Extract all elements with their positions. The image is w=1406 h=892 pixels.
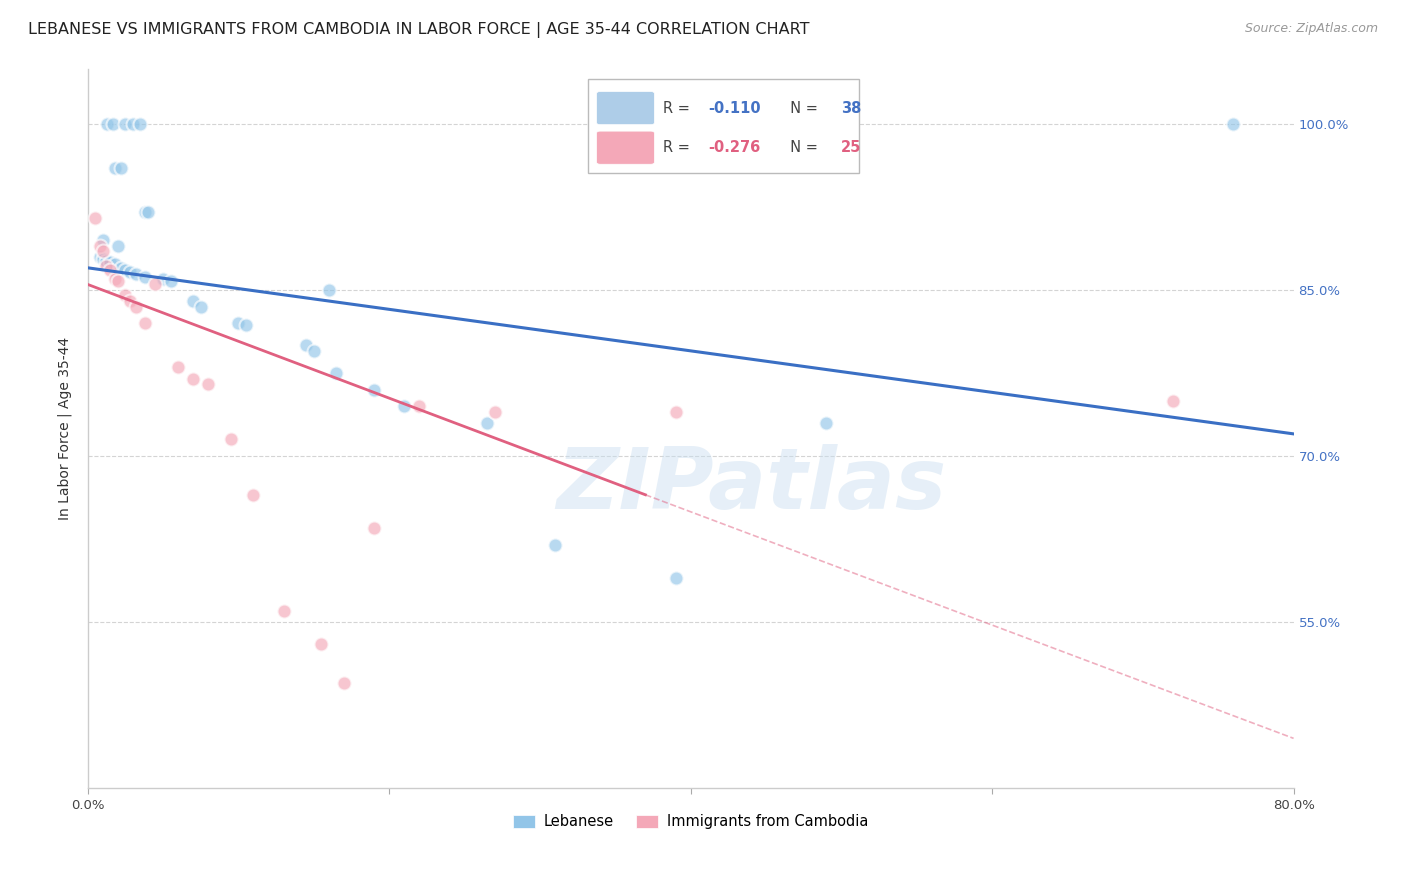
Point — [122, 117, 145, 131]
Point — [484, 405, 506, 419]
Point — [145, 277, 167, 292]
Point — [114, 288, 136, 302]
Point — [664, 571, 686, 585]
Point — [114, 117, 136, 131]
Point — [91, 244, 114, 259]
Point — [325, 366, 347, 380]
Point — [152, 272, 174, 286]
Text: N =: N = — [782, 140, 823, 155]
Point — [118, 265, 141, 279]
Point — [136, 205, 159, 219]
Point — [363, 521, 385, 535]
Point — [104, 258, 127, 272]
Point — [197, 377, 219, 392]
Point — [273, 604, 295, 618]
Y-axis label: In Labor Force | Age 35-44: In Labor Force | Age 35-44 — [58, 337, 72, 520]
Point — [94, 259, 117, 273]
Point — [181, 293, 204, 308]
Point — [363, 383, 385, 397]
Point — [96, 117, 118, 131]
Point — [167, 360, 190, 375]
Point — [94, 254, 117, 268]
Point — [98, 255, 121, 269]
Point — [114, 263, 136, 277]
Point — [129, 117, 152, 131]
Point — [104, 272, 127, 286]
Point — [190, 300, 212, 314]
Point — [311, 637, 333, 651]
Point — [302, 343, 325, 358]
Point — [134, 205, 156, 219]
Point — [118, 293, 141, 308]
Point — [318, 283, 340, 297]
Text: R =: R = — [662, 101, 695, 116]
Text: -0.110: -0.110 — [709, 101, 761, 116]
Point — [125, 268, 148, 282]
Point — [107, 274, 129, 288]
Point — [228, 316, 250, 330]
Text: R =: R = — [662, 140, 695, 155]
Point — [104, 161, 127, 176]
Point — [110, 161, 132, 176]
Point — [1222, 117, 1244, 131]
Point — [333, 676, 356, 690]
Text: -0.276: -0.276 — [709, 140, 761, 155]
Point — [235, 318, 257, 333]
Point — [181, 371, 204, 385]
FancyBboxPatch shape — [596, 131, 654, 164]
Point — [89, 238, 111, 252]
Point — [89, 250, 111, 264]
Text: N =: N = — [782, 101, 823, 116]
Point — [91, 252, 114, 266]
Point — [84, 211, 107, 225]
Point — [91, 233, 114, 247]
Point — [134, 316, 156, 330]
Point — [125, 300, 148, 314]
FancyBboxPatch shape — [588, 79, 859, 173]
Point — [103, 117, 125, 131]
Text: LEBANESE VS IMMIGRANTS FROM CAMBODIA IN LABOR FORCE | AGE 35-44 CORRELATION CHAR: LEBANESE VS IMMIGRANTS FROM CAMBODIA IN … — [28, 22, 810, 38]
Text: ZIPatlas: ZIPatlas — [555, 444, 946, 527]
Point — [392, 399, 415, 413]
FancyBboxPatch shape — [596, 92, 654, 125]
Point — [664, 405, 686, 419]
Point — [159, 274, 181, 288]
Point — [475, 416, 498, 430]
Point — [242, 488, 264, 502]
Point — [107, 238, 129, 252]
Point — [219, 433, 242, 447]
Point — [815, 416, 838, 430]
Text: 38: 38 — [841, 101, 862, 116]
Point — [1161, 393, 1184, 408]
Point — [98, 263, 121, 277]
Text: Source: ZipAtlas.com: Source: ZipAtlas.com — [1244, 22, 1378, 36]
Text: 25: 25 — [841, 140, 862, 155]
Legend: Lebanese, Immigrants from Cambodia: Lebanese, Immigrants from Cambodia — [508, 808, 873, 835]
Point — [408, 399, 430, 413]
Point — [544, 538, 567, 552]
Point — [110, 260, 132, 275]
Point — [134, 269, 156, 284]
Point — [295, 338, 318, 352]
